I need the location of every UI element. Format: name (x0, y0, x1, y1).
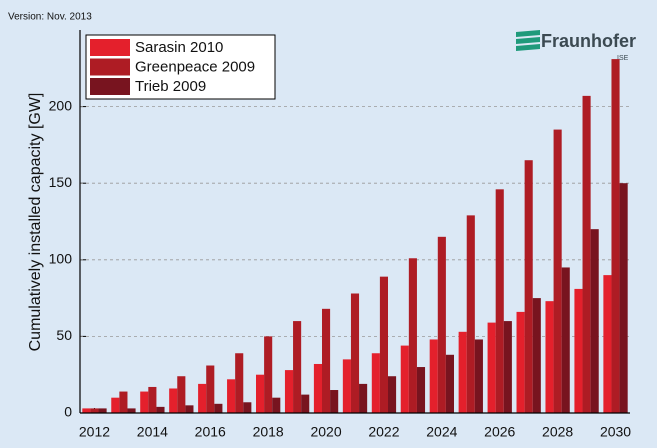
bar (371, 353, 380, 413)
bar (256, 374, 265, 413)
legend-swatch (90, 78, 130, 95)
bar (272, 397, 281, 413)
bar (330, 390, 339, 413)
bar (235, 353, 244, 413)
bar (342, 359, 351, 413)
x-tick-label: 2018 (253, 424, 284, 440)
bar (466, 215, 475, 413)
y-axis-label: Cumulatively installed capacity [GW] (27, 93, 44, 352)
legend-swatch (90, 39, 130, 56)
bar (301, 394, 310, 413)
bar (198, 383, 207, 413)
bar (156, 406, 165, 413)
bar (524, 160, 533, 413)
bar (177, 376, 186, 413)
bar (293, 321, 302, 413)
bar (400, 345, 409, 413)
bar (127, 408, 136, 413)
legend-label: Greenpeace 2009 (135, 58, 255, 75)
bar (445, 354, 454, 413)
bar (350, 293, 360, 413)
bar (603, 275, 612, 413)
bar (359, 383, 368, 413)
bar (313, 363, 322, 413)
bar (495, 189, 504, 413)
logo-subtext: ISE (617, 55, 629, 62)
bar (487, 322, 496, 413)
bar (264, 336, 273, 413)
bar (82, 408, 91, 413)
legend-label: Trieb 2009 (135, 78, 206, 95)
bar (574, 288, 583, 413)
bar (474, 339, 483, 413)
bar (619, 183, 628, 413)
bar (148, 386, 157, 413)
bar (169, 388, 178, 413)
bar (227, 379, 236, 413)
x-tick-label: 2020 (310, 424, 341, 440)
x-tick-label: 2030 (600, 424, 631, 440)
legend-swatch (90, 58, 130, 76)
x-tick-label: 2024 (426, 424, 457, 440)
logo-icon (516, 30, 540, 51)
bar (98, 408, 107, 413)
y-tick-label: 200 (49, 97, 73, 113)
bar (119, 391, 128, 413)
bar (553, 129, 562, 413)
bar (429, 339, 438, 413)
x-tick-label: 2012 (79, 424, 110, 440)
bar (322, 308, 331, 413)
y-tick-label: 150 (49, 174, 73, 190)
bar (379, 276, 388, 413)
bar (611, 59, 620, 413)
legend-label: Sarasin 2010 (135, 39, 223, 56)
bar (90, 408, 99, 413)
bar (561, 267, 570, 413)
bar (582, 95, 591, 413)
bar (140, 391, 149, 413)
bar (408, 258, 417, 413)
bar (214, 403, 223, 413)
bar (532, 298, 541, 413)
bar (284, 370, 294, 413)
logo-text: Fraunhofer (541, 31, 636, 51)
bar (416, 367, 426, 413)
bar (437, 236, 446, 413)
x-tick-label: 2014 (137, 424, 168, 440)
y-tick-label: 50 (56, 327, 72, 343)
bar (243, 402, 252, 413)
x-tick-label: 2022 (368, 424, 399, 440)
bar (185, 405, 194, 413)
bar (111, 397, 120, 413)
x-tick-label: 2016 (195, 424, 226, 440)
y-tick-label: 0 (64, 404, 72, 420)
bar (590, 229, 599, 413)
bar (388, 376, 397, 413)
x-tick-label: 2028 (542, 424, 573, 440)
bar (516, 311, 525, 413)
bar (458, 331, 467, 413)
bar (503, 321, 512, 413)
y-tick-label: 100 (49, 251, 73, 267)
x-tick-label: 2026 (484, 424, 515, 440)
bar (545, 301, 554, 413)
bar (206, 365, 215, 413)
version-note: Version: Nov. 2013 (8, 12, 92, 23)
